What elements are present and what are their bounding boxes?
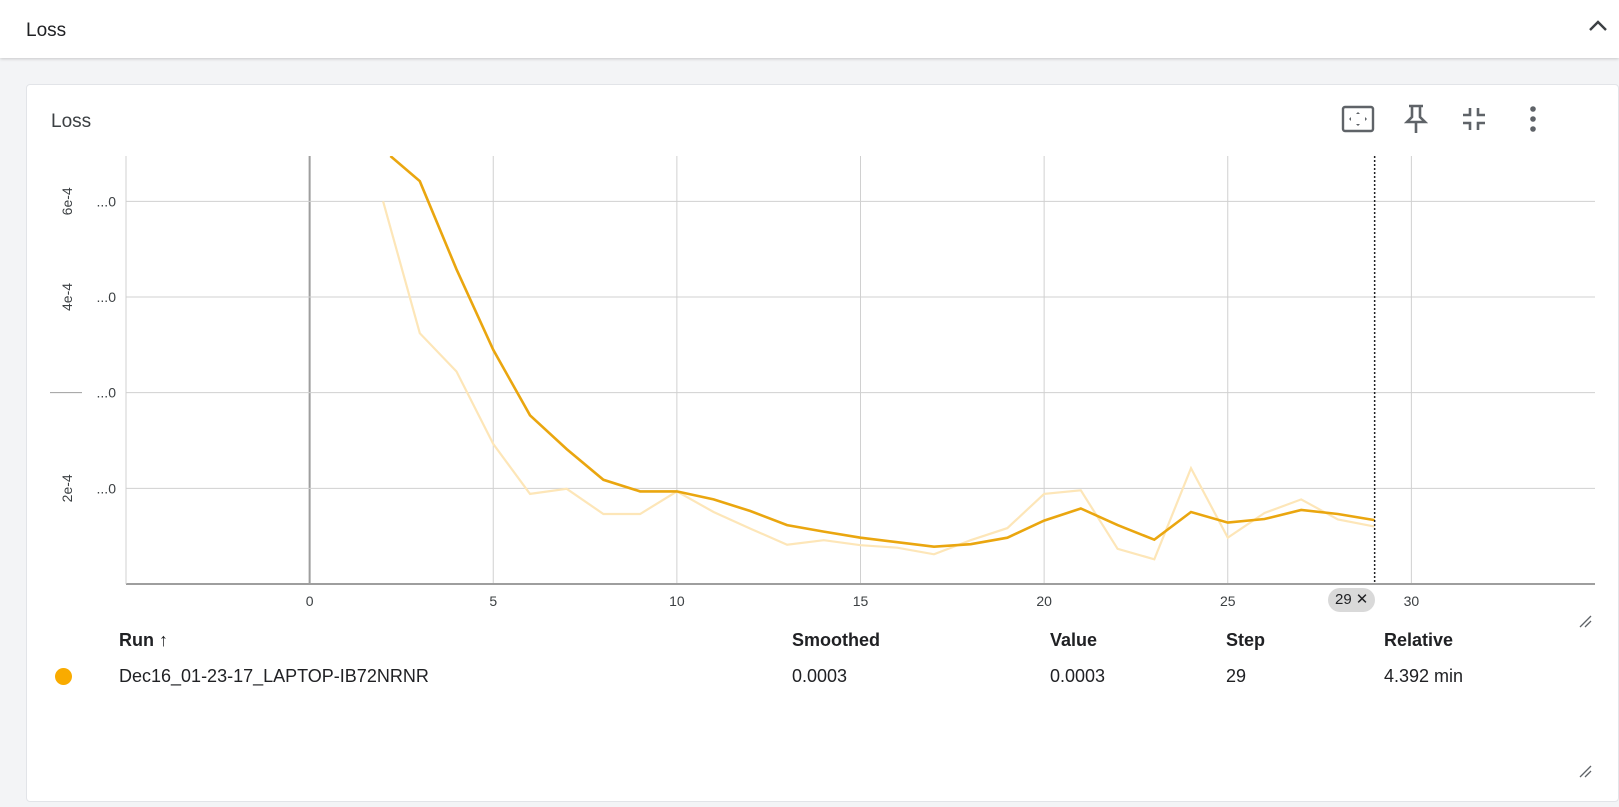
x-tick-label: 25 — [1220, 593, 1236, 609]
y-tick-exponent: 2e-4 — [59, 474, 75, 502]
legend-header-step: Step — [1226, 630, 1266, 650]
loss-chart[interactable]: 0 5 10 15 20 25 30 ...0 6e-4 ...0 4e-4 ...0 ...0 2e-4 — [0, 0, 1619, 640]
raw-series-line — [382, 201, 1375, 561]
legend-relative-value: 4.392 min — [1384, 666, 1464, 686]
legend-run-name: Dec16_01-23-17_LAPTOP-IB72NRNR — [119, 666, 429, 686]
hover-step-value: 29 — [1335, 591, 1352, 608]
collapse-section-button[interactable] — [1584, 12, 1612, 40]
x-tick-label: 10 — [669, 593, 685, 609]
legend-step-value: 29 — [1226, 666, 1247, 686]
chart-card: Loss — [26, 84, 1619, 802]
y-tick-label: ...0 — [97, 289, 117, 305]
legend-smoothed-value: 0.0003 — [792, 666, 848, 686]
x-tick-label: 0 — [306, 593, 314, 609]
pin-button[interactable] — [1398, 101, 1434, 137]
y-tick-exponent: 6e-4 — [59, 187, 75, 215]
legend-header-relative: Relative — [1384, 630, 1454, 650]
y-tick-label: ...0 — [97, 480, 117, 496]
smoothed-series-line — [389, 156, 1375, 549]
section-title: Loss — [26, 20, 67, 41]
resize-handle-icon[interactable] — [1578, 614, 1592, 628]
y-tick-label: ...0 — [97, 193, 117, 209]
y-tick-label: ...0 — [97, 385, 117, 401]
resize-handle-icon[interactable] — [1578, 764, 1592, 778]
card-title: Loss — [51, 111, 92, 132]
collapse-icon — [1463, 108, 1485, 130]
more-options-button[interactable] — [1515, 101, 1551, 137]
fit-domain-button[interactable] — [1340, 101, 1376, 137]
pin-icon — [1403, 104, 1429, 133]
y-tick-exponent: 4e-4 — [59, 283, 75, 311]
legend-raw-value: 0.0003 — [1050, 666, 1106, 686]
legend-header-value: Value — [1050, 630, 1098, 650]
more-vert-icon — [1530, 106, 1536, 132]
collapse-chart-button[interactable] — [1456, 101, 1492, 137]
section-header: Loss — [0, 0, 1619, 58]
chevron-up-icon — [1589, 20, 1607, 31]
hover-step-badge[interactable]: 29 ✕ — [1328, 588, 1376, 612]
x-tick-label: 30 — [1404, 593, 1420, 609]
x-tick-label: 15 — [853, 593, 869, 609]
run-color-dot — [55, 668, 72, 685]
legend-header-run[interactable]: Run ↑ — [119, 630, 168, 650]
legend-header-smoothed: Smoothed — [792, 630, 880, 650]
fit-domain-icon — [1341, 105, 1375, 133]
x-tick-label: 5 — [489, 593, 497, 609]
close-icon[interactable]: ✕ — [1355, 591, 1369, 608]
x-tick-label: 20 — [1036, 593, 1052, 609]
